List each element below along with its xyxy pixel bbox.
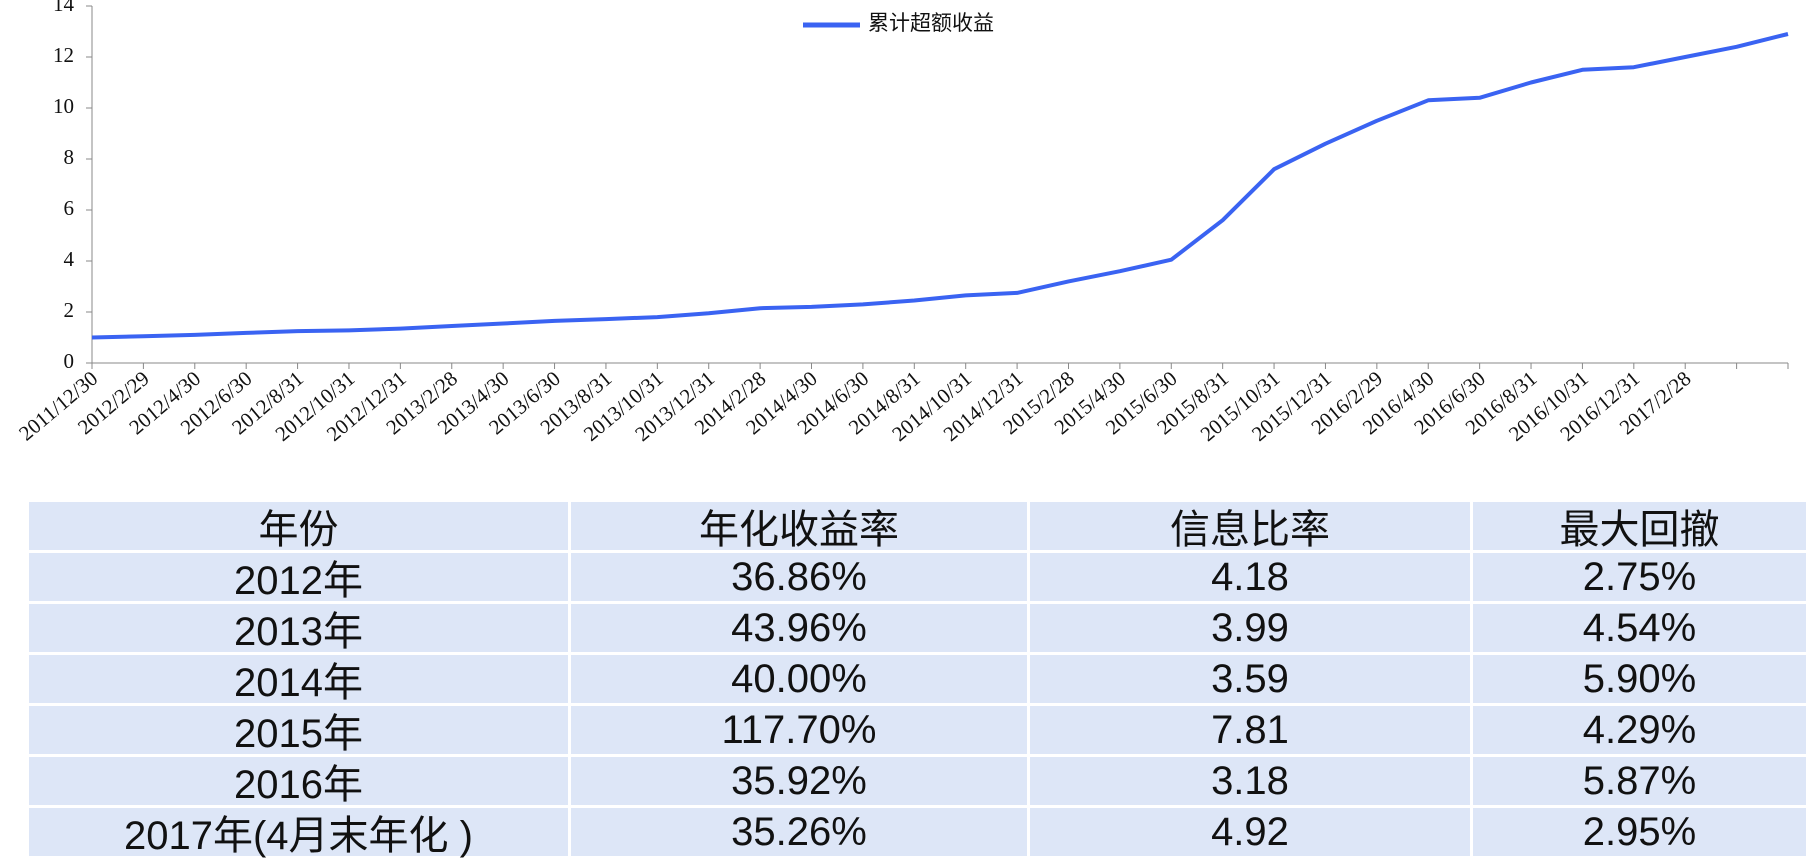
table-row: 2013年 43.96% 3.99 4.54% <box>29 604 1809 655</box>
table-cell: 2014年 <box>29 655 571 706</box>
chart: 累计超额收益 024681012142011/12/302012/2/29201… <box>14 0 1789 446</box>
table-cell: 5.87% <box>1473 757 1809 808</box>
table-row: 2015年 117.70% 7.81 4.29% <box>29 706 1809 757</box>
table-cell: 4.54% <box>1473 604 1809 655</box>
table-cell: 35.92% <box>571 757 1030 808</box>
table: 年份 年化收益率 信息比率 最大回撤 2012年 36.86% 4.18 2.75% 2013年… <box>29 502 1809 859</box>
y-tick-label: 12 <box>53 43 74 67</box>
y-tick-label: 10 <box>53 94 74 118</box>
table-cell: 4.29% <box>1473 706 1809 757</box>
table-cell: 3.59 <box>1030 655 1473 706</box>
table-cell: 7.81 <box>1030 706 1473 757</box>
y-tick-label: 14 <box>53 0 75 16</box>
table-cell: 35.26% <box>571 808 1030 859</box>
table-cell: 年份 <box>29 502 571 553</box>
table-row: 年份 年化收益率 信息比率 最大回撤 <box>29 502 1809 553</box>
table-cell: 2.75% <box>1473 553 1809 604</box>
table-cell: 4.92 <box>1030 808 1473 859</box>
y-tick-label: 0 <box>64 349 75 373</box>
table-row: 2014年 40.00% 3.59 5.90% <box>29 655 1809 706</box>
table-cell: 年化收益率 <box>571 502 1030 553</box>
table-cell: 2013年 <box>29 604 571 655</box>
table-cell: 40.00% <box>571 655 1030 706</box>
table-cell: 信息比率 <box>1030 502 1473 553</box>
table-cell: 3.18 <box>1030 757 1473 808</box>
table-row: 2016年 35.92% 3.18 5.87% <box>29 757 1809 808</box>
table-cell: 4.18 <box>1030 553 1473 604</box>
table-cell: 2017年(4月末年化 ) <box>29 808 571 859</box>
table-cell: 2015年 <box>29 706 571 757</box>
y-tick-label: 4 <box>64 247 75 271</box>
table-cell: 最大回撤 <box>1473 502 1809 553</box>
y-tick-label: 6 <box>64 196 75 220</box>
table-cell: 36.86% <box>571 553 1030 604</box>
table-cell: 117.70% <box>571 706 1030 757</box>
y-tick-label: 8 <box>64 145 75 169</box>
table-row: 2017年(4月末年化 ) 35.26% 4.92 2.95% <box>29 808 1809 859</box>
table-row: 2012年 36.86% 4.18 2.75% <box>29 553 1809 604</box>
table-cell: 2012年 <box>29 553 571 604</box>
legend-label: 累计超额收益 <box>868 11 994 35</box>
table-cell: 2.95% <box>1473 808 1809 859</box>
table-cell: 5.90% <box>1473 655 1809 706</box>
table-cell: 43.96% <box>571 604 1030 655</box>
line <box>91 32 1789 340</box>
y-tick-label: 2 <box>64 298 75 322</box>
table-cell: 2016年 <box>29 757 571 808</box>
table-cell: 3.99 <box>1030 604 1473 655</box>
